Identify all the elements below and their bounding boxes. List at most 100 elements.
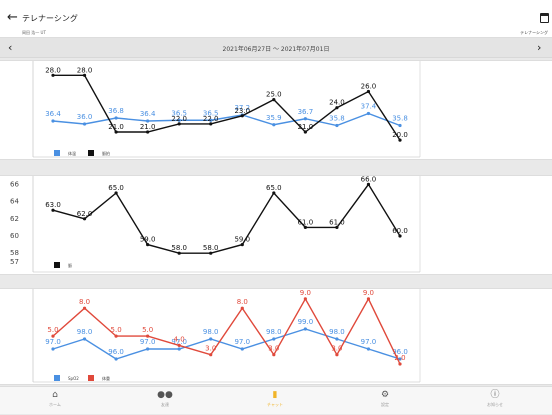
data-label: 8.0 xyxy=(79,298,90,306)
data-label: 65.0 xyxy=(266,184,282,192)
data-label: 3.0 xyxy=(205,345,216,353)
data-point xyxy=(146,334,150,338)
legend-label: 脈拍 xyxy=(102,150,110,156)
y-tick-label: 57 xyxy=(10,258,19,266)
vitals-chart-1: 36.4 36.0 36.8 36.4 36.5 36.5 37.2 35.9 36.7 35.8… xyxy=(32,61,421,158)
data-label: 58.0 xyxy=(203,244,219,252)
data-label: 22.0 xyxy=(171,115,187,123)
data-label: 97.0 xyxy=(234,338,250,346)
data-label: 97.0 xyxy=(45,338,61,346)
tab-bar: ⌂ ホーム ●● 友達 ▮ チャット ⚙ 設定 ⓘ お知らせ xyxy=(0,386,552,414)
data-point xyxy=(240,243,244,247)
data-label: 36.0 xyxy=(77,113,93,121)
series-line-1 xyxy=(52,297,401,365)
data-label: 8.0 xyxy=(237,298,248,306)
data-point xyxy=(82,73,87,77)
data-point xyxy=(114,130,118,134)
data-label: 26.0 xyxy=(361,83,377,91)
data-point xyxy=(366,182,371,186)
data-point xyxy=(51,208,55,212)
prev-chevron-icon[interactable]: ‹ xyxy=(8,41,13,54)
data-point xyxy=(114,116,118,120)
chart-panel-1: 36.4 36.0 36.8 36.4 36.5 36.5 37.2 35.9 36.7 35.8… xyxy=(0,60,552,160)
data-label: 37.4 xyxy=(361,103,377,111)
next-chevron-icon[interactable]: › xyxy=(537,41,542,54)
data-point xyxy=(82,306,87,310)
page-title: テレナーシング xyxy=(22,14,78,23)
data-point xyxy=(272,353,276,357)
legend-label: SpO2 xyxy=(68,376,79,381)
data-point xyxy=(272,337,276,341)
data-point xyxy=(51,334,55,338)
data-point xyxy=(209,353,213,357)
series-line-0 xyxy=(52,328,401,360)
legend-label: 体温 xyxy=(68,150,76,156)
data-label: 9.0 xyxy=(363,289,374,297)
data-label: 21.0 xyxy=(140,123,156,131)
info-icon: ⓘ xyxy=(490,390,500,400)
back-arrow-icon[interactable]: ← xyxy=(7,10,18,25)
data-label: 21.0 xyxy=(298,123,314,131)
data-point xyxy=(82,217,87,221)
data-point xyxy=(398,123,402,128)
header-right-label: テレナーシング xyxy=(520,30,548,35)
data-point xyxy=(146,243,150,247)
data-point xyxy=(398,357,402,361)
data-label: 20.0 xyxy=(392,131,408,139)
series-line-0 xyxy=(52,183,401,254)
data-point xyxy=(209,337,213,341)
data-point xyxy=(177,118,181,122)
data-label: 97.0 xyxy=(140,338,156,346)
tab-home-label: ホーム xyxy=(49,402,61,407)
data-label: 22.0 xyxy=(203,115,219,123)
data-point xyxy=(335,337,339,341)
chat-icon: ▮ xyxy=(272,390,278,400)
data-label: 58.0 xyxy=(171,244,187,252)
data-point xyxy=(335,123,339,128)
legend-label: 脈 xyxy=(68,262,72,268)
data-point xyxy=(240,306,244,310)
data-point xyxy=(51,119,55,123)
data-point xyxy=(177,343,181,347)
tab-settings[interactable]: ⚙ 設定 xyxy=(330,387,440,415)
data-label: 5.0 xyxy=(47,326,58,334)
data-label: 24.0 xyxy=(329,99,345,107)
tab-home[interactable]: ⌂ ホーム xyxy=(0,387,110,415)
data-point xyxy=(146,130,150,134)
data-label: 98.0 xyxy=(266,328,282,336)
series-line-0 xyxy=(52,112,401,127)
home-icon: ⌂ xyxy=(52,390,58,400)
data-label: 4.0 xyxy=(174,335,185,343)
data-label: 36.5 xyxy=(203,109,219,117)
data-point xyxy=(398,234,402,238)
legend-label: 体重 xyxy=(102,375,110,381)
chart-panel-3: 97.0 98.0 96.0 97.0 97.0 98.0 97.0 98.0 99.0 98.0… xyxy=(0,288,552,385)
data-label: 65.0 xyxy=(108,184,124,192)
data-point xyxy=(146,119,150,123)
legend-swatch xyxy=(54,375,60,381)
data-label: 36.8 xyxy=(108,107,124,115)
data-label: 66.0 xyxy=(361,176,377,183)
data-label: 59.0 xyxy=(140,236,156,244)
friends-icon: ●● xyxy=(157,390,173,400)
data-label: 35.8 xyxy=(329,115,345,123)
tab-friends[interactable]: ●● 友達 xyxy=(110,387,220,415)
tab-settings-label: 設定 xyxy=(381,402,389,407)
data-label: 60.0 xyxy=(392,227,408,235)
data-label: 5.0 xyxy=(142,326,153,334)
data-label: 35.8 xyxy=(392,115,408,123)
data-point xyxy=(209,118,213,122)
data-point xyxy=(114,191,118,195)
calendar-icon[interactable] xyxy=(540,13,549,23)
data-label: 36.4 xyxy=(45,110,61,118)
data-label: 98.0 xyxy=(329,328,345,336)
data-label: 3.0 xyxy=(268,345,279,353)
data-point xyxy=(82,122,87,126)
tab-chat[interactable]: ▮ チャット xyxy=(220,387,330,415)
data-label: 35.9 xyxy=(266,114,282,122)
data-label: 36.7 xyxy=(298,108,314,116)
data-point xyxy=(303,130,307,134)
tab-info[interactable]: ⓘ お知らせ xyxy=(440,387,550,415)
y-tick-label: 62 xyxy=(10,215,19,223)
date-range: 2021年06月27日 〜 2021年07月01日 xyxy=(222,46,330,53)
